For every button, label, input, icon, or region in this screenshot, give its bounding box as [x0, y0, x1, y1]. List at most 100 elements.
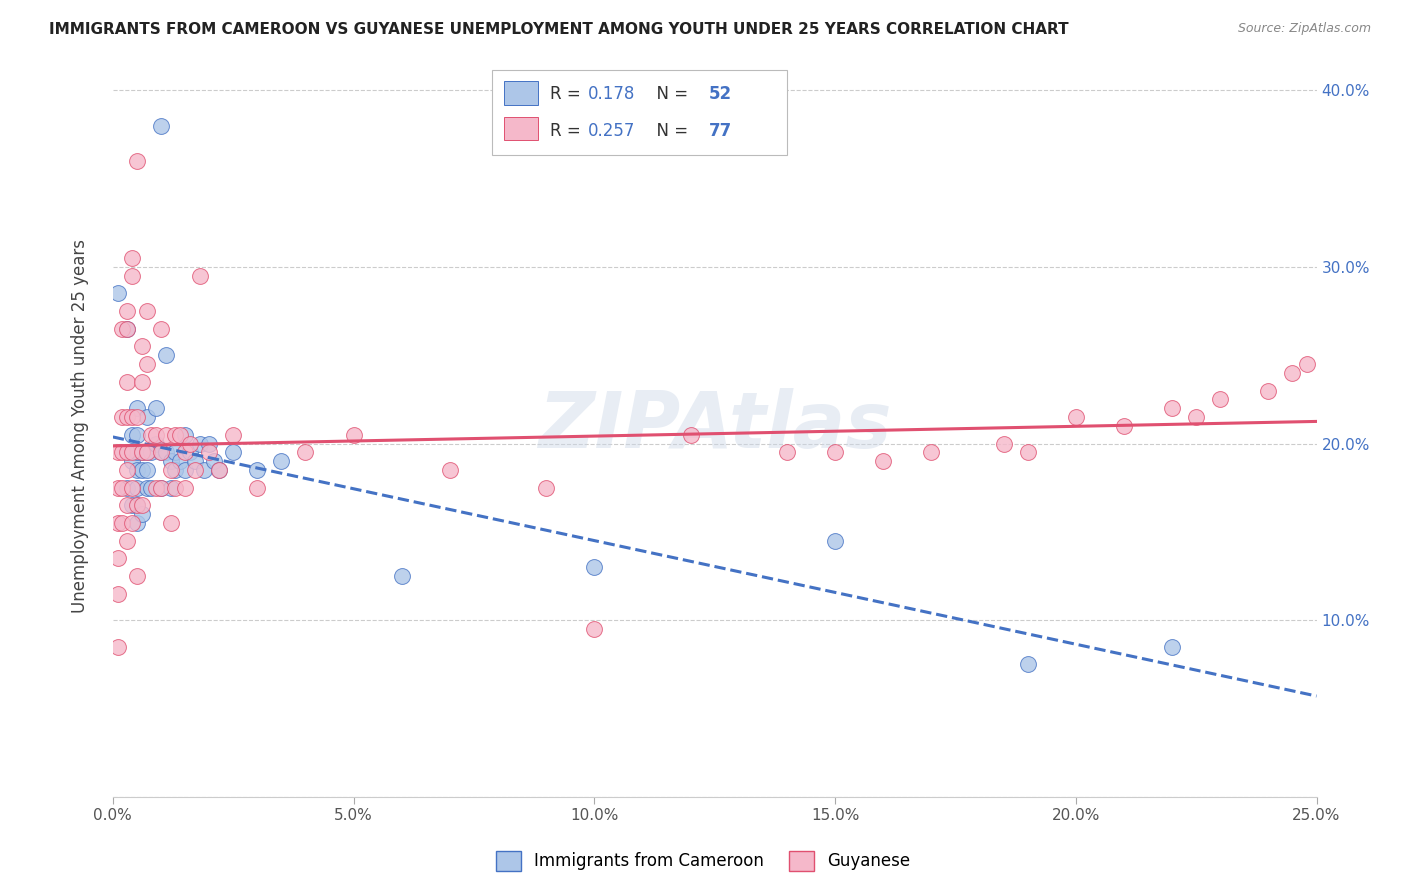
Point — [155, 348, 177, 362]
Point — [135, 481, 157, 495]
Point — [135, 445, 157, 459]
Point — [183, 454, 205, 468]
Point — [125, 401, 148, 416]
Point — [159, 516, 181, 530]
Point — [125, 154, 148, 169]
Point — [165, 481, 187, 495]
Point — [111, 516, 134, 530]
Point — [155, 445, 177, 459]
Point — [920, 445, 942, 459]
Point — [150, 119, 173, 133]
Point — [121, 445, 143, 459]
Text: ZIPAtlas: ZIPAtlas — [538, 388, 891, 464]
Point — [391, 569, 413, 583]
Point — [125, 516, 148, 530]
Text: Source: ZipAtlas.com: Source: ZipAtlas.com — [1237, 22, 1371, 36]
Point — [169, 427, 191, 442]
Legend: Immigrants from Cameroon, Guyanese: Immigrants from Cameroon, Guyanese — [488, 842, 918, 880]
Point — [222, 427, 245, 442]
Point — [111, 322, 134, 336]
Point — [159, 454, 181, 468]
Point — [121, 516, 143, 530]
Point — [131, 339, 153, 353]
Point — [125, 427, 148, 442]
Point — [145, 401, 167, 416]
Point — [193, 463, 215, 477]
Point — [107, 286, 129, 301]
Point — [155, 427, 177, 442]
Point — [150, 445, 173, 459]
Point — [1161, 401, 1184, 416]
Point — [111, 481, 134, 495]
Point — [117, 481, 139, 495]
Point — [121, 499, 143, 513]
Point — [117, 375, 139, 389]
Point — [125, 481, 148, 495]
Point — [117, 322, 139, 336]
FancyBboxPatch shape — [492, 70, 787, 155]
Point — [824, 533, 846, 548]
Point — [246, 481, 269, 495]
Point — [131, 445, 153, 459]
Point — [131, 375, 153, 389]
Point — [150, 481, 173, 495]
Point — [342, 427, 364, 442]
Point — [135, 357, 157, 371]
Point — [145, 481, 167, 495]
Point — [107, 551, 129, 566]
Point — [121, 251, 143, 265]
Point — [208, 463, 231, 477]
Point — [141, 481, 163, 495]
Point — [121, 268, 143, 283]
Point — [117, 533, 139, 548]
Point — [131, 463, 153, 477]
Point — [135, 304, 157, 318]
Point — [1017, 445, 1039, 459]
Y-axis label: Unemployment Among Youth under 25 years: Unemployment Among Youth under 25 years — [72, 239, 89, 613]
Point — [121, 427, 143, 442]
Point — [1064, 410, 1087, 425]
Point — [150, 322, 173, 336]
Point — [121, 481, 143, 495]
Point — [121, 410, 143, 425]
Point — [107, 516, 129, 530]
Point — [1185, 410, 1208, 425]
Point — [145, 427, 167, 442]
Point — [165, 427, 187, 442]
Point — [125, 569, 148, 583]
Point — [179, 445, 201, 459]
Point — [1112, 418, 1135, 433]
Point — [534, 481, 557, 495]
Point — [246, 463, 269, 477]
Text: 77: 77 — [709, 122, 733, 140]
Point — [150, 481, 173, 495]
Point — [141, 427, 163, 442]
Point — [117, 445, 139, 459]
Point — [107, 640, 129, 654]
Point — [125, 463, 148, 477]
Point — [107, 587, 129, 601]
FancyBboxPatch shape — [505, 81, 537, 105]
Point — [111, 445, 134, 459]
Text: 0.178: 0.178 — [588, 85, 636, 103]
Point — [583, 622, 606, 636]
Point — [198, 445, 221, 459]
Point — [125, 499, 148, 513]
Point — [117, 445, 139, 459]
Point — [439, 463, 461, 477]
Point — [165, 445, 187, 459]
Text: 0.257: 0.257 — [588, 122, 636, 140]
Point — [121, 454, 143, 468]
Point — [159, 463, 181, 477]
Point — [107, 481, 129, 495]
Point — [188, 268, 211, 283]
Point — [117, 463, 139, 477]
Text: IMMIGRANTS FROM CAMEROON VS GUYANESE UNEMPLOYMENT AMONG YOUTH UNDER 25 YEARS COR: IMMIGRANTS FROM CAMEROON VS GUYANESE UNE… — [49, 22, 1069, 37]
Point — [198, 436, 221, 450]
Point — [1296, 357, 1319, 371]
Point — [1161, 640, 1184, 654]
Point — [125, 445, 148, 459]
Point — [125, 410, 148, 425]
Point — [135, 445, 157, 459]
Point — [111, 410, 134, 425]
